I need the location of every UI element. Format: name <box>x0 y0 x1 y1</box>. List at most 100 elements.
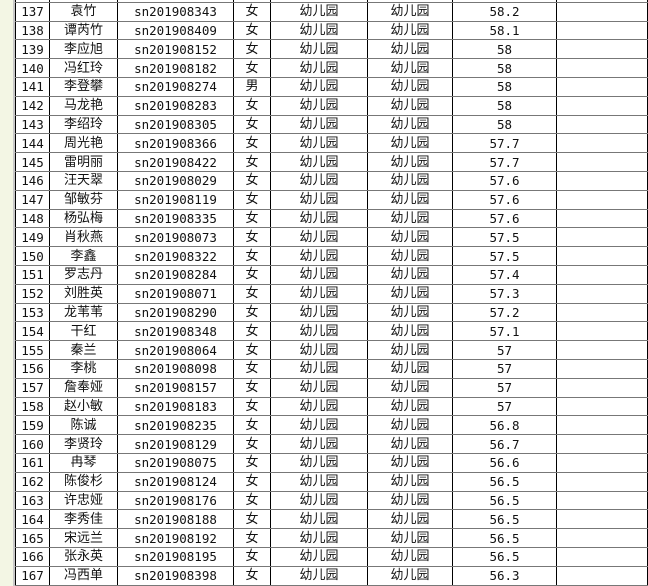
gender-cell[interactable]: 女 <box>233 452 271 473</box>
gender-cell[interactable]: 女 <box>233 95 271 116</box>
unit-cell[interactable]: 幼儿园 <box>270 490 368 511</box>
id-cell[interactable]: sn201908029 <box>117 170 234 191</box>
unit-cell[interactable]: 幼儿园 <box>270 264 368 285</box>
name-cell[interactable]: 龙苇苇 <box>49 302 118 323</box>
name-cell[interactable]: 李登攀 <box>49 76 118 97</box>
score-cell[interactable]: 57 <box>452 377 557 398</box>
unit-cell[interactable]: 幼儿园 <box>270 227 368 248</box>
position-cell[interactable]: 幼儿园 <box>367 471 453 492</box>
unit-cell[interactable]: 幼儿园 <box>270 58 368 78</box>
row-number-cell[interactable]: 165 <box>15 528 50 548</box>
position-cell[interactable]: 幼儿园 <box>367 189 453 210</box>
id-cell[interactable]: sn201908064 <box>117 340 234 360</box>
id-cell[interactable]: sn201908129 <box>117 434 234 454</box>
empty-cell[interactable] <box>556 246 648 266</box>
id-cell[interactable]: sn201908398 <box>117 565 234 586</box>
id-cell[interactable]: sn201908157 <box>117 377 234 398</box>
position-cell[interactable]: 幼儿园 <box>367 95 453 116</box>
row-number-cell[interactable]: 164 <box>15 509 50 530</box>
id-cell[interactable]: sn201908119 <box>117 189 234 210</box>
empty-cell[interactable] <box>556 321 648 342</box>
id-cell[interactable]: sn201908075 <box>117 452 234 473</box>
unit-cell[interactable]: 幼儿园 <box>270 1 368 22</box>
unit-cell[interactable]: 幼儿园 <box>270 114 368 135</box>
gender-cell[interactable]: 女 <box>233 321 271 342</box>
position-cell[interactable]: 幼儿园 <box>367 264 453 285</box>
id-cell[interactable]: sn201908152 <box>117 39 234 60</box>
row-number-cell[interactable]: 152 <box>15 283 50 304</box>
unit-cell[interactable]: 幼儿园 <box>270 377 368 398</box>
position-cell[interactable]: 幼儿园 <box>367 1 453 22</box>
gender-cell[interactable]: 女 <box>233 208 271 229</box>
gender-cell[interactable]: 女 <box>233 189 271 210</box>
id-cell[interactable]: sn201908409 <box>117 20 234 41</box>
unit-cell[interactable]: 幼儿园 <box>270 39 368 60</box>
gender-cell[interactable]: 女 <box>233 358 271 379</box>
row-number-cell[interactable]: 142 <box>15 95 50 116</box>
score-cell[interactable]: 56.5 <box>452 528 557 548</box>
score-cell[interactable]: 56.5 <box>452 471 557 492</box>
empty-cell[interactable] <box>556 377 648 398</box>
id-cell[interactable]: sn201908182 <box>117 58 234 78</box>
score-cell[interactable]: 57.5 <box>452 227 557 248</box>
unit-cell[interactable]: 幼儿园 <box>270 471 368 492</box>
name-cell[interactable]: 邹敏芬 <box>49 189 118 210</box>
gender-cell[interactable]: 女 <box>233 302 271 323</box>
unit-cell[interactable]: 幼儿园 <box>270 152 368 172</box>
name-cell[interactable]: 宋远兰 <box>49 528 118 548</box>
name-cell[interactable]: 杨弘梅 <box>49 208 118 229</box>
row-number-cell[interactable]: 153 <box>15 302 50 323</box>
gender-cell[interactable]: 女 <box>233 114 271 135</box>
name-cell[interactable]: 詹奉娅 <box>49 377 118 398</box>
score-cell[interactable]: 57.6 <box>452 170 557 191</box>
empty-cell[interactable] <box>556 358 648 379</box>
empty-cell[interactable] <box>556 58 648 78</box>
gender-cell[interactable]: 女 <box>233 227 271 248</box>
name-cell[interactable]: 陈诚 <box>49 415 118 436</box>
gender-cell[interactable]: 女 <box>233 528 271 548</box>
score-cell[interactable]: 58 <box>452 39 557 60</box>
score-cell[interactable]: 57.3 <box>452 283 557 304</box>
empty-cell[interactable] <box>556 546 648 567</box>
id-cell[interactable]: sn201908235 <box>117 415 234 436</box>
id-cell[interactable]: sn201908366 <box>117 133 234 154</box>
position-cell[interactable]: 幼儿园 <box>367 170 453 191</box>
empty-cell[interactable] <box>556 565 648 586</box>
position-cell[interactable]: 幼儿园 <box>367 58 453 78</box>
unit-cell[interactable]: 幼儿园 <box>270 358 368 379</box>
position-cell[interactable]: 幼儿园 <box>367 490 453 511</box>
unit-cell[interactable]: 幼儿园 <box>270 340 368 360</box>
position-cell[interactable]: 幼儿园 <box>367 358 453 379</box>
score-cell[interactable]: 58 <box>452 95 557 116</box>
position-cell[interactable]: 幼儿园 <box>367 565 453 586</box>
row-number-cell[interactable]: 154 <box>15 321 50 342</box>
empty-cell[interactable] <box>556 415 648 436</box>
gender-cell[interactable]: 女 <box>233 546 271 567</box>
name-cell[interactable]: 刘胜英 <box>49 283 118 304</box>
gender-cell[interactable]: 女 <box>233 377 271 398</box>
empty-cell[interactable] <box>556 227 648 248</box>
name-cell[interactable]: 干红 <box>49 321 118 342</box>
unit-cell[interactable]: 幼儿园 <box>270 246 368 266</box>
score-cell[interactable]: 57.7 <box>452 133 557 154</box>
row-number-cell[interactable]: 147 <box>15 189 50 210</box>
position-cell[interactable]: 幼儿园 <box>367 452 453 473</box>
id-cell[interactable]: sn201908071 <box>117 283 234 304</box>
gender-cell[interactable]: 女 <box>233 415 271 436</box>
gender-cell[interactable]: 女 <box>233 434 271 454</box>
position-cell[interactable]: 幼儿园 <box>367 302 453 323</box>
score-cell[interactable]: 56.6 <box>452 452 557 473</box>
gender-cell[interactable]: 女 <box>233 133 271 154</box>
unit-cell[interactable]: 幼儿园 <box>270 509 368 530</box>
position-cell[interactable]: 幼儿园 <box>367 246 453 266</box>
position-cell[interactable]: 幼儿园 <box>367 528 453 548</box>
row-number-cell[interactable]: 139 <box>15 39 50 60</box>
empty-cell[interactable] <box>556 189 648 210</box>
row-number-cell[interactable]: 150 <box>15 246 50 266</box>
row-number-cell[interactable]: 138 <box>15 20 50 41</box>
empty-cell[interactable] <box>556 95 648 116</box>
gender-cell[interactable]: 女 <box>233 283 271 304</box>
score-cell[interactable]: 57.1 <box>452 321 557 342</box>
position-cell[interactable]: 幼儿园 <box>367 76 453 97</box>
row-number-cell[interactable]: 145 <box>15 152 50 172</box>
